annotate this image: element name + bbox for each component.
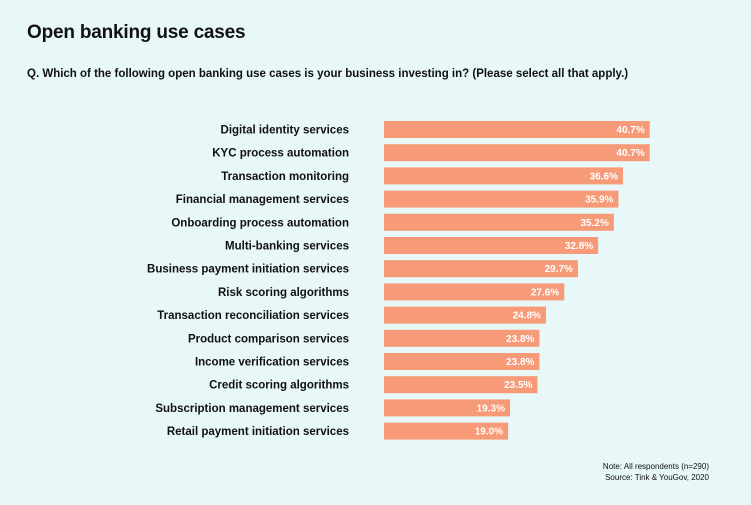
value-label: 29.7% (545, 264, 573, 275)
bar (384, 144, 650, 162)
category-label: Digital identity services (221, 125, 349, 137)
chart-title: Open banking use cases (27, 22, 246, 43)
category-label: Product comparison services (188, 333, 349, 345)
value-label: 40.7% (616, 125, 644, 136)
category-label: Retail payment initiation services (167, 426, 349, 438)
value-label: 35.2% (580, 218, 608, 229)
bar (384, 283, 565, 301)
footnote: Note: All respondents (n=290) (602, 462, 709, 471)
value-label: 19.3% (477, 403, 505, 414)
bar (384, 237, 599, 254)
bar (384, 329, 540, 347)
bar (384, 353, 540, 370)
bar (384, 376, 538, 394)
bar (384, 399, 511, 417)
category-label: Credit scoring algorithms (209, 380, 349, 392)
chart-footer: Note: All respondents (n=290) Source: Ti… (603, 461, 709, 483)
category-label: Onboarding process automation (171, 217, 349, 229)
value-label: 32.8% (565, 241, 593, 252)
bar (384, 213, 614, 231)
category-label: Risk scoring algorithms (218, 287, 349, 299)
value-label: 35.9% (585, 195, 613, 206)
category-label: Subscription management services (155, 403, 349, 415)
value-label: 27.6% (531, 287, 559, 298)
value-label: 36.6% (590, 171, 618, 182)
category-label: Transaction reconciliation services (157, 310, 349, 322)
category-label: Financial management services (176, 194, 349, 206)
value-label: 40.7% (616, 148, 644, 159)
value-label: 19.0% (475, 427, 503, 438)
category-label: Business payment initiation services (147, 264, 349, 276)
category-label: Multi-banking services (225, 241, 349, 253)
bars-group: Digital identity services 40.7% KYC proces… (147, 121, 650, 440)
value-label: 23.8% (506, 357, 534, 368)
bar (384, 190, 619, 208)
bar (384, 167, 623, 185)
bar (384, 422, 509, 440)
category-label: Income verification services (195, 357, 349, 369)
bar (384, 260, 578, 278)
category-label: KYC process automation (212, 148, 349, 160)
bar (384, 306, 546, 324)
source-note: Source: Tink & YouGov, 2020 (605, 473, 709, 482)
category-label: Transaction monitoring (221, 171, 349, 183)
value-label: 23.5% (504, 380, 532, 391)
bar (384, 121, 650, 138)
value-label: 24.8% (513, 311, 541, 322)
chart-subtitle: Q. Which of the following open banking u… (27, 68, 629, 80)
value-label: 23.8% (506, 334, 534, 345)
